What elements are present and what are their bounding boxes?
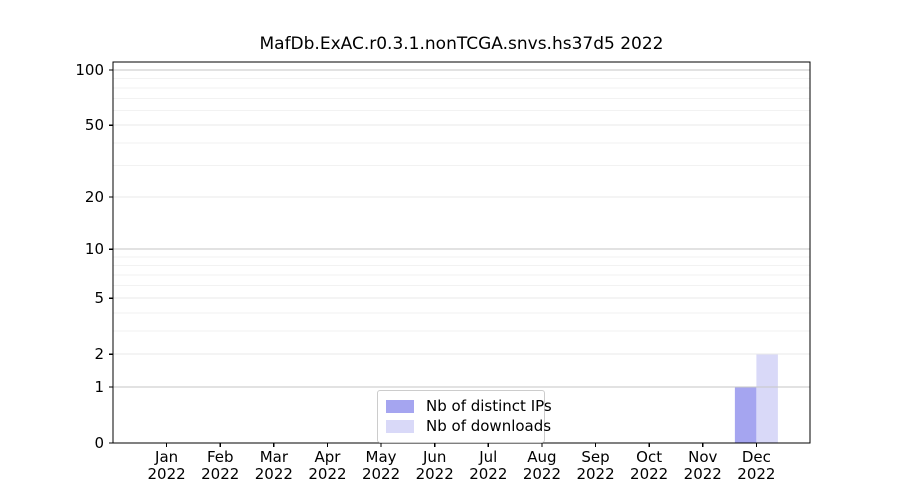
y-tick-label-0: 0: [94, 434, 104, 452]
x-tick-year: 2022: [254, 465, 293, 483]
plot-border: [112, 61, 811, 444]
bar-distinct-ips-dec: [734, 386, 757, 443]
x-tick-label-jun: Jun 2022: [400, 449, 470, 483]
x-tick-month: Mar: [259, 448, 288, 466]
x-tick-label-jan: Jan 2022: [132, 449, 202, 483]
x-tick-label-aug: Aug 2022: [507, 449, 577, 483]
x-tick-year: 2022: [308, 465, 347, 483]
y-tick-label-50: 50: [84, 116, 104, 135]
y-tick-label-5: 5: [94, 289, 104, 308]
y-tick-label-1: 1: [94, 377, 104, 396]
x-tick-year: 2022: [630, 465, 669, 483]
legend-swatch-distinct-ips: [386, 399, 414, 413]
x-tick-month: Sep: [581, 448, 610, 466]
legend-entry-downloads: Nb of downloads: [386, 416, 551, 436]
x-tick-label-sep: Sep 2022: [561, 449, 631, 483]
x-tick-year: 2022: [415, 465, 454, 483]
y-tick-label-10: 10: [84, 240, 104, 259]
legend-box: Nb of distinct IPs Nb of downloads: [377, 390, 552, 443]
x-tick-year: 2022: [522, 465, 562, 483]
legend-entry-distinct-ips: Nb of distinct IPs: [386, 396, 552, 416]
x-tick-label-dec: Dec 2022: [721, 449, 791, 483]
legend-label-distinct-ips: Nb of distinct IPs: [426, 397, 552, 415]
x-tick-month: Jan: [155, 448, 179, 466]
x-tick-year: 2022: [201, 465, 240, 483]
x-tick-label-jul: Jul 2022: [453, 449, 523, 483]
legend-swatch-downloads: [386, 419, 414, 433]
x-tick-month: Feb: [206, 448, 234, 466]
y-tick-label-2: 2: [94, 345, 104, 364]
x-tick-month: May: [365, 448, 397, 466]
x-tick-month: Apr: [314, 448, 341, 466]
x-tick-label-feb: Feb 2022: [185, 449, 255, 483]
chart-title: MafDb.ExAC.r0.3.1.nonTCGA.snvs.hs37d5 20…: [259, 34, 664, 54]
x-tick-year: 2022: [147, 465, 186, 483]
x-tick-month: Jul: [479, 448, 498, 466]
x-tick-month: Aug: [527, 448, 557, 466]
y-tick-label-100: 100: [75, 60, 104, 79]
x-tick-month: Dec: [741, 448, 771, 466]
x-tick-year: 2022: [737, 465, 776, 483]
x-tick-label-mar: Mar 2022: [239, 449, 309, 483]
x-tick-label-may: May 2022: [346, 449, 416, 483]
x-tick-label-oct: Oct 2022: [614, 449, 684, 483]
x-tick-year: 2022: [576, 465, 615, 483]
x-tick-month: Oct: [636, 448, 663, 466]
bar-downloads-dec: [756, 354, 778, 443]
x-tick-month: Nov: [688, 448, 718, 466]
x-tick-year: 2022: [469, 465, 508, 483]
x-tick-year: 2022: [361, 465, 401, 483]
legend-label-downloads: Nb of downloads: [426, 417, 552, 435]
x-tick-month: Jun: [422, 448, 447, 466]
y-tick-label-20: 20: [84, 187, 104, 206]
x-tick-year: 2022: [683, 465, 722, 483]
x-tick-label-nov: Nov 2022: [668, 449, 738, 483]
x-tick-label-apr: Apr 2022: [292, 449, 362, 483]
